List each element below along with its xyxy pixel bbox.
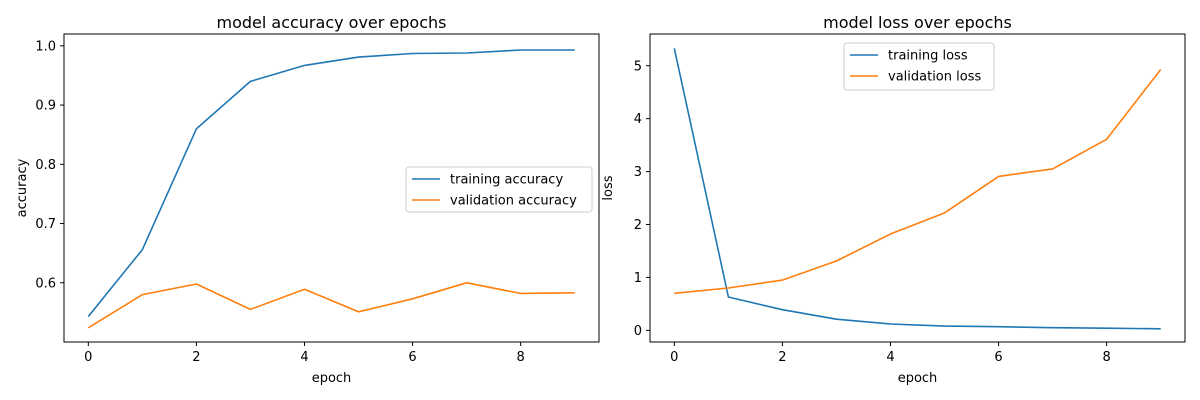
y-tick-label: 0.9 [35, 99, 56, 114]
legend-box [405, 166, 593, 213]
y-tick-label: 2 [634, 218, 642, 233]
legend-entry-label: validation accuracy [450, 194, 577, 209]
y-tick-label: 3 [634, 165, 642, 180]
x-tick-label: 4 [300, 350, 308, 365]
legend-entry-label: validation loss [888, 70, 981, 85]
series-line-training [673, 48, 1161, 330]
legend-entry-label: training loss [888, 49, 968, 64]
y-tick-label: 1 [634, 271, 642, 286]
legend: training loss validation loss [843, 42, 995, 91]
chart-title: model loss over epochs [823, 13, 1012, 32]
axes-frame [649, 33, 1186, 343]
x-tick-label: 2 [778, 350, 786, 365]
x-tick-label: 4 [886, 350, 894, 365]
series-line-validation [674, 69, 1162, 295]
x-tick-label: 8 [1103, 350, 1111, 365]
y-axis-label: loss [601, 175, 616, 200]
chart-title: model accuracy over epochs [216, 13, 446, 32]
y-axis-label: accuracy [15, 158, 30, 217]
x-axis-label: epoch [898, 371, 938, 386]
axes-frame [63, 33, 600, 343]
x-tick-label: 6 [408, 350, 416, 365]
series-line-validation [87, 281, 575, 329]
y-tick-label: 0.6 [35, 276, 56, 291]
x-tick-label: 2 [192, 350, 200, 365]
y-tick-label: 0 [634, 324, 642, 339]
y-tick-label: 0.7 [35, 217, 56, 232]
y-tick-label: 4 [634, 112, 642, 127]
y-tick-label: 1.0 [35, 39, 56, 54]
y-tick-label: 0.8 [35, 158, 56, 173]
x-tick-label: 0 [670, 350, 678, 365]
legend-entry-label: training accuracy [450, 173, 563, 188]
legend: training accuracy validation accuracy [405, 166, 593, 213]
series-line-training [87, 49, 575, 318]
x-tick-label: 6 [994, 350, 1002, 365]
chart-panel-1: model accuracy over epochs 0 2 4 6 8 0.6 0.7 0.8… [15, 13, 600, 386]
legend-box [843, 42, 995, 91]
x-axis-label: epoch [312, 371, 352, 386]
x-tick-label: 0 [84, 350, 92, 365]
y-tick-label: 5 [634, 59, 642, 74]
x-tick-label: 8 [517, 350, 525, 365]
chart-panel-2: model loss over epochs 0 2 4 6 8 0 1 2 3 4 5 epoch lo… [601, 13, 1186, 386]
